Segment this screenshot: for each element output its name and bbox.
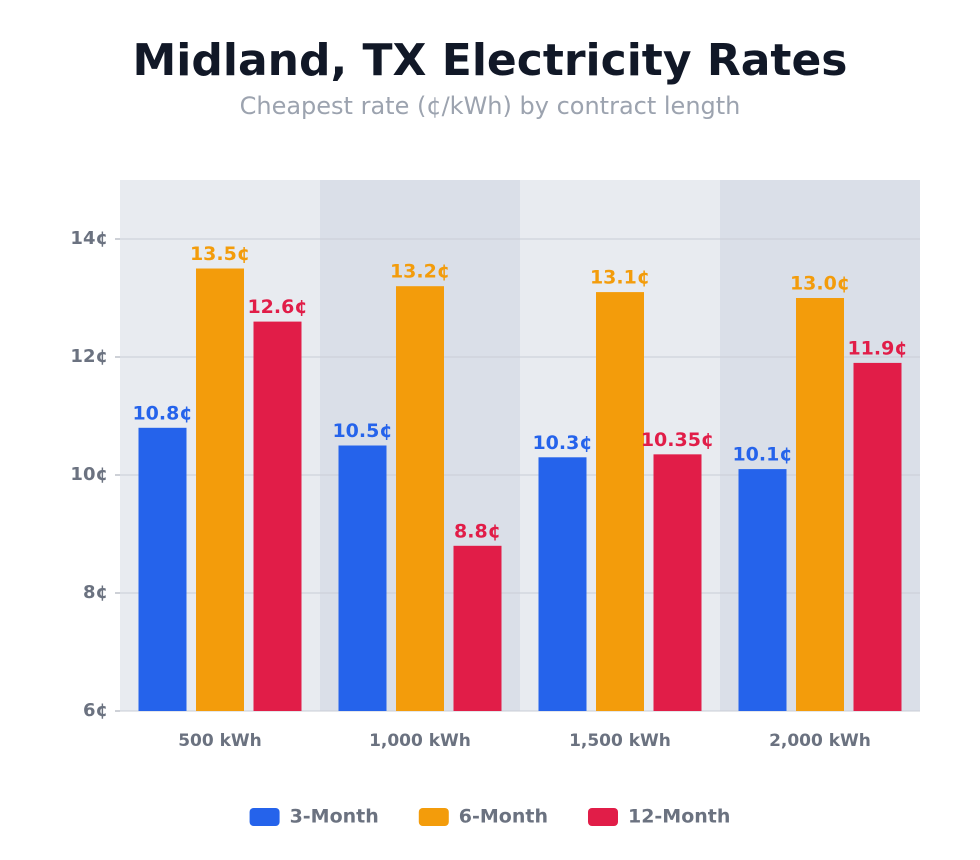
data-label: 11.9¢ bbox=[847, 337, 907, 359]
data-label: 10.35¢ bbox=[641, 429, 714, 451]
data-label: 13.5¢ bbox=[190, 243, 250, 265]
x-tick-label: 1,000 kWh bbox=[369, 731, 471, 751]
data-label: 10.5¢ bbox=[332, 420, 392, 442]
x-tick-label: 2,000 kWh bbox=[769, 731, 871, 751]
y-tick-label: 14¢ bbox=[70, 228, 108, 249]
data-label: 13.2¢ bbox=[390, 261, 450, 283]
data-label: 10.1¢ bbox=[732, 444, 792, 466]
bar bbox=[453, 545, 502, 711]
bar bbox=[253, 321, 302, 711]
bar bbox=[538, 457, 587, 711]
data-label: 10.8¢ bbox=[132, 402, 192, 424]
y-tick-label: 12¢ bbox=[70, 346, 108, 367]
bar bbox=[596, 292, 644, 711]
data-label: 10.3¢ bbox=[532, 432, 592, 454]
chart-subtitle: Cheapest rate (¢/kWh) by contract length bbox=[240, 92, 741, 120]
data-label: 13.1¢ bbox=[590, 267, 650, 289]
data-label: 13.0¢ bbox=[790, 273, 850, 295]
y-tick-label: 6¢ bbox=[83, 700, 108, 721]
bar bbox=[653, 454, 702, 711]
legend-swatch bbox=[587, 808, 618, 826]
legend-swatch bbox=[249, 808, 280, 826]
legend-swatch bbox=[418, 808, 449, 826]
bar bbox=[853, 362, 902, 711]
y-tick-label: 8¢ bbox=[83, 582, 108, 603]
bar bbox=[796, 298, 844, 711]
bar bbox=[738, 469, 787, 711]
bar bbox=[396, 286, 444, 711]
bar bbox=[196, 268, 244, 711]
bar bbox=[338, 445, 387, 711]
y-tick-label: 10¢ bbox=[70, 464, 108, 485]
bar bbox=[138, 427, 187, 711]
data-label: 12.6¢ bbox=[247, 296, 307, 318]
x-tick-label: 1,500 kWh bbox=[569, 731, 671, 751]
legend-label: 12-Month bbox=[628, 806, 730, 828]
legend-label: 6-Month bbox=[459, 806, 548, 828]
x-tick-label: 500 kWh bbox=[178, 731, 262, 751]
data-label: 8.8¢ bbox=[454, 520, 501, 542]
legend-label: 3-Month bbox=[290, 806, 379, 828]
chart-title: Midland, TX Electricity Rates bbox=[133, 35, 848, 86]
